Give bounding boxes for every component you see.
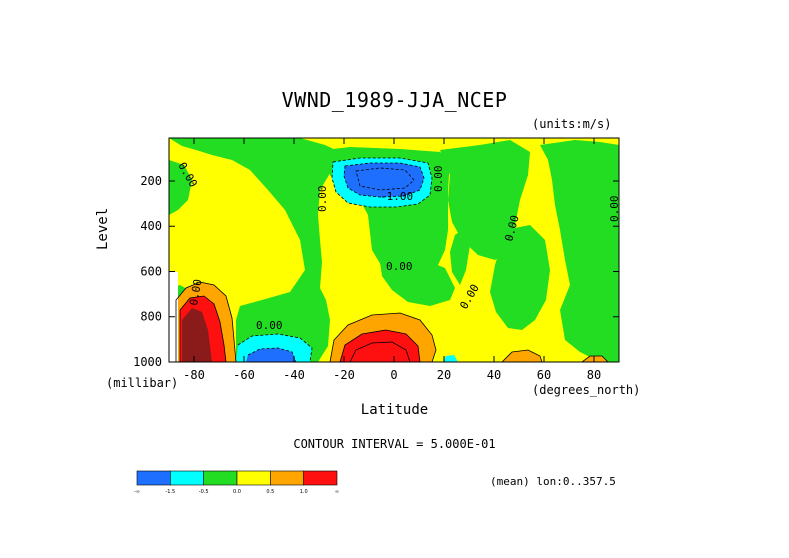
field-near-zero-region [169, 138, 340, 362]
colorbar-label: -∞ [134, 489, 140, 495]
x-tick-label: 80 [587, 368, 601, 382]
contour-label: 0.00 [256, 319, 283, 332]
contour-interval-label: CONTOUR INTERVAL = 5.000E-01 [293, 437, 496, 451]
x-tick-label: -40 [283, 368, 305, 382]
contour-label: 0.00 [608, 196, 621, 223]
colorbar-swatch [136, 470, 171, 486]
colorbar-swatch [203, 470, 238, 486]
colorbar-swatch [236, 470, 271, 486]
field-negative-mid-region [443, 355, 458, 362]
field-positive-mid-region [502, 350, 542, 362]
contour-label: 0.00 [386, 260, 413, 273]
x-tick-label: 20 [437, 368, 451, 382]
field-negative-strong-region [246, 348, 296, 362]
positive-contour-lines [175, 281, 609, 362]
colorbar-swatch [303, 470, 338, 486]
x-axis-label: Latitude [360, 402, 429, 418]
x-tick-label: 60 [537, 368, 551, 382]
field-near-zero-region [169, 160, 192, 215]
x-tick-label: 0 [390, 368, 397, 382]
x-tick-label: -20 [333, 368, 355, 382]
colorbar-swatch [270, 470, 304, 486]
field-near-zero-region [380, 258, 455, 306]
y-tick-label: 800 [140, 310, 162, 324]
chart-title: VWND_1989-JJA_NCEP [281, 88, 508, 112]
x-tick-label: 40 [487, 368, 501, 382]
contour-label: 0.00 [187, 278, 204, 306]
contour-label: -1.00 [380, 190, 413, 203]
field-layer [169, 138, 619, 362]
y-axis-unit: (millibar) [106, 376, 179, 390]
colorbar-label: 0.0 [233, 489, 241, 495]
colorbar-label: -0.5 [199, 489, 209, 495]
field-positive-extreme-region [182, 308, 212, 362]
field-near-zero-region [450, 228, 470, 285]
field-negative-strong-region [344, 163, 424, 197]
y-tick-label: 1000 [133, 355, 162, 369]
colorbar-label: 0.5 [266, 489, 274, 495]
field-near-zero-region [540, 140, 619, 362]
y-tick-label: 600 [140, 264, 162, 278]
colorbar-swatch [170, 470, 204, 486]
contour-label: 0.00 [316, 186, 329, 213]
negative-contour-lines [237, 157, 433, 362]
colorbar: -∞ -1.5 -0.5 0.0 0.5 1.0 ∞ [134, 470, 339, 495]
y-tick-label: 200 [140, 174, 162, 188]
x-tick-label: -80 [183, 368, 205, 382]
units-label: (units:m/s) [532, 117, 612, 131]
mean-lon-label: (mean) lon:0..357.5 [490, 475, 616, 488]
x-axis-unit: (degrees_north) [532, 383, 641, 397]
x-tick-label: -60 [233, 368, 255, 382]
field-positive-high-region [340, 330, 420, 362]
axis-ticks: -80 -60 -40 -20 0 20 40 60 80 200 400 600 800 1000 [133, 138, 619, 382]
colorbar-label: 1.0 [300, 489, 308, 495]
colorbar-label: -1.5 [165, 489, 175, 495]
contour-label: 0.00 [432, 166, 445, 193]
field-near-zero-region [490, 225, 550, 330]
y-tick-label: 400 [140, 219, 162, 233]
colorbar-label: ∞ [335, 489, 339, 495]
